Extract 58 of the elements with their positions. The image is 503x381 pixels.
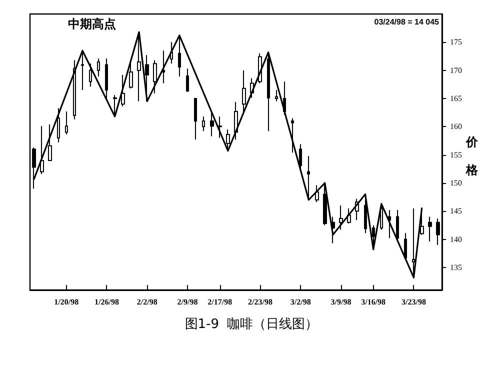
y-tick-label: 150: [450, 178, 462, 188]
candlestick: [170, 42, 173, 64]
candlestick: [153, 60, 157, 94]
y-tick-label: 155: [450, 150, 462, 160]
candlestick: [404, 232, 407, 260]
x-tick-label: 3/16/98: [361, 298, 386, 306]
candlestick: [283, 81, 286, 116]
x-tick-label: 1/26/98: [94, 298, 119, 306]
candlestick: [315, 184, 319, 203]
x-tick-label: 2/23/98: [248, 298, 272, 306]
candlestick: [145, 54, 149, 102]
candlestick: [202, 116, 205, 132]
candlestick: [121, 74, 125, 107]
candlestick: [89, 63, 92, 88]
candlestick: [57, 108, 60, 143]
annotation: 03/24/98 = 14 045: [374, 18, 440, 26]
candlestick: [40, 126, 44, 174]
candlestick: [73, 60, 76, 120]
candlestick: [396, 210, 399, 240]
candlestick: [291, 118, 294, 154]
candlestick: [162, 50, 165, 84]
line-series: [33, 31, 423, 278]
candlestick: [194, 98, 197, 140]
y-axis-title: 价格: [465, 135, 479, 177]
y-tick-label: 135: [450, 262, 462, 272]
candlestick: [65, 110, 68, 136]
candlestick: [275, 90, 278, 102]
x-tick-label: 3/9/98: [330, 298, 352, 306]
candlestick: [299, 144, 302, 170]
candlestick: [226, 128, 230, 152]
candlestick: [218, 116, 222, 138]
candlestick: [242, 70, 246, 112]
candlestick: [428, 216, 432, 242]
y-tick-label: 145: [450, 206, 462, 216]
x-tick-label: 2/2/98: [136, 298, 158, 306]
x-tick-label: 3/23/98: [402, 298, 426, 306]
y-tick-label: 160: [450, 122, 462, 132]
x-tick-label: 2/17/98: [208, 298, 232, 306]
annotation: 中期高点: [68, 17, 116, 31]
candlestick: [178, 34, 181, 78]
candlestick: [436, 218, 440, 246]
candlestick: [388, 210, 391, 239]
candlestick: [339, 205, 343, 230]
x-tick-label: 2/9/98: [177, 298, 198, 306]
candlestick: [48, 124, 52, 162]
y-tick-label: 170: [450, 66, 462, 75]
candlestick: [97, 58, 100, 78]
x-tick-label: 3/2/98: [290, 298, 311, 306]
candlestick: [186, 68, 189, 92]
y-tick-label: 175: [450, 38, 462, 47]
candlestick: [81, 50, 84, 91]
text: 图1-9 咖啡（日线图）: [184, 317, 318, 332]
candlestick: [210, 110, 214, 137]
y-tick-label: 165: [450, 94, 462, 103]
candlestick: [105, 58, 108, 100]
x-tick-label: 1/20/98: [54, 298, 79, 306]
y-tick-label: 140: [450, 234, 462, 244]
candlestick: [347, 208, 351, 224]
